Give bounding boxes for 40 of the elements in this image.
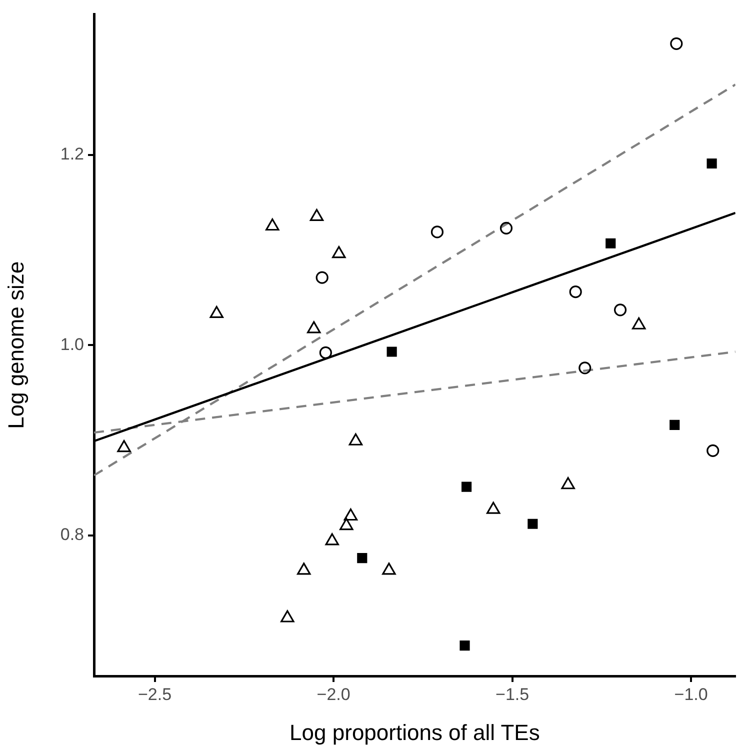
point — [606, 238, 616, 248]
point — [430, 226, 444, 238]
point — [266, 218, 280, 231]
point — [614, 304, 627, 316]
point — [578, 362, 592, 374]
x-axis-title: Log proportions of all TEs — [290, 720, 540, 745]
point — [348, 433, 363, 446]
point — [706, 444, 720, 457]
x-tick-label: −1.5 — [496, 684, 530, 704]
y-tick-label: 1.0 — [60, 334, 84, 354]
point — [117, 440, 131, 452]
point — [280, 610, 294, 622]
point — [569, 286, 582, 298]
x-tick-label: −1.0 — [674, 684, 708, 704]
point — [561, 477, 575, 490]
point — [325, 533, 339, 546]
point — [210, 306, 224, 318]
y-tick-label: 0.8 — [60, 524, 84, 544]
point — [670, 37, 683, 50]
point — [297, 562, 311, 575]
point — [386, 346, 397, 357]
point — [316, 271, 328, 284]
y-tick-label: 1.2 — [60, 144, 84, 164]
point — [332, 246, 346, 258]
point — [528, 518, 538, 529]
point — [462, 482, 472, 492]
point — [307, 321, 321, 334]
x-tick-label: −2.0 — [316, 684, 350, 704]
y-axis-title: Log genome size — [3, 261, 28, 429]
point — [344, 508, 358, 521]
point — [670, 420, 680, 430]
point — [500, 222, 513, 234]
point — [486, 502, 500, 514]
point — [382, 562, 396, 575]
x-tick-label: −2.5 — [138, 684, 172, 704]
point — [310, 208, 324, 222]
point — [340, 518, 354, 530]
point — [319, 346, 332, 360]
point — [632, 317, 646, 330]
point — [706, 158, 717, 169]
